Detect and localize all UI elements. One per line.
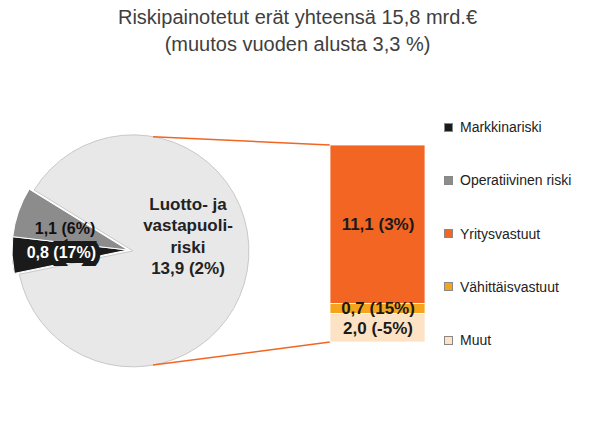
html-text:Vähittäisvastuut: Vähittäisvastuut <box>460 278 559 295</box>
svg-text:Luotto- javastapuoli-riski13,9: Luotto- javastapuoli-riski13,9 (2%) <box>143 195 233 278</box>
html-text:Yritysvastuut: Yritysvastuut <box>460 225 541 242</box>
html-text:Markkinariski: Markkinariski <box>460 119 542 135</box>
svg-text:0,7 (15%): 0,7 (15%) <box>341 299 415 318</box>
html-text:Operatiivinen riski: Operatiivinen riski <box>460 172 572 189</box>
html-text:Riskipainotetut erät yhteensä: Riskipainotetut erät yhteensä 15,8 mrd.€ <box>118 6 477 28</box>
svg-text:1,1 (6%): 1,1 (6%) <box>35 220 95 237</box>
svg-text:2,0 (-5%): 2,0 (-5%) <box>343 319 413 338</box>
svg-text:11,1 (3%): 11,1 (3%) <box>342 215 415 234</box>
html-text:Muut: Muut <box>460 332 492 348</box>
html-text:(muutos vuoden alusta 3,3 %): (muutos vuoden alusta 3,3 %) <box>164 33 431 55</box>
svg-text:0,8 (17%): 0,8 (17%) <box>27 244 96 261</box>
